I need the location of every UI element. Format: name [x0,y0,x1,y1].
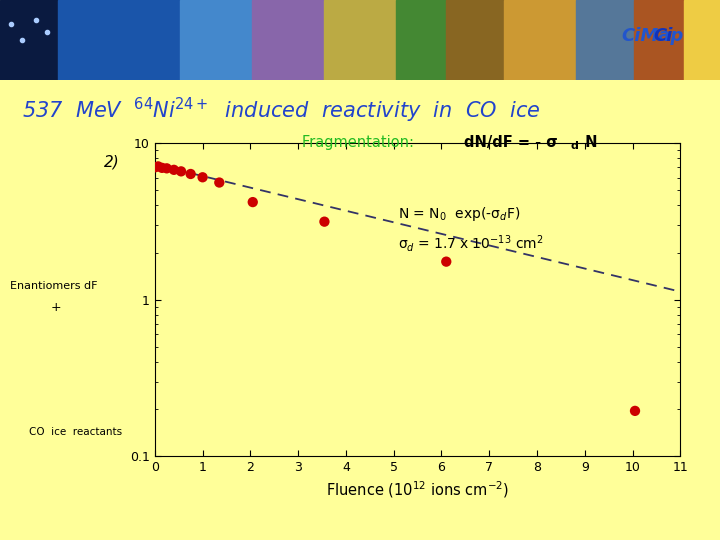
Point [629,407,641,415]
Point [161,164,173,173]
Bar [324,0,396,80]
Text: 2): 2) [104,154,120,170]
Point [247,198,258,206]
Text: Ci: Ci [654,27,673,45]
Text: +: + [51,301,61,314]
Bar [252,0,324,80]
Text: Enantiomers dF: Enantiomers dF [10,281,98,291]
Text: CO  ice  reactants: CO ice reactants [29,427,122,437]
Bar [446,0,504,80]
Text: Fragmentation:: Fragmentation: [302,135,428,150]
Bar [504,0,576,80]
Text: CiMap: CiMap [622,27,684,45]
Text: N: N [580,135,598,150]
Bar [634,0,684,80]
Point [149,163,161,172]
Point [176,167,187,176]
Text: dN/dF = - σ: dN/dF = - σ [464,135,558,150]
Point [197,173,208,181]
Point [168,166,180,174]
Bar [396,0,446,80]
Bar [0,0,58,80]
Point [441,258,452,266]
Point [153,162,164,171]
X-axis label: Fluence (10$^{12}$ ions cm$^{-2}$): Fluence (10$^{12}$ ions cm$^{-2}$) [326,480,509,501]
Text: 537  MeV  $^{64}$Ni$^{24+}$  induced  reactivity  in  CO  ice: 537 MeV $^{64}$Ni$^{24+}$ induced reacti… [22,96,540,125]
Bar [576,0,634,80]
Bar [684,0,720,80]
Text: d: d [570,141,578,151]
Point [214,178,225,187]
Text: N = N$_0$  exp(-σ$_d$F)
σ$_d$ = 1.7 x 10$^{-13}$ cm$^2$: N = N$_0$ exp(-σ$_d$F) σ$_d$ = 1.7 x 10$… [398,205,544,254]
Bar [58,0,180,80]
Point [156,164,168,172]
Point [319,217,330,226]
Point [185,170,197,178]
Bar [180,0,252,80]
